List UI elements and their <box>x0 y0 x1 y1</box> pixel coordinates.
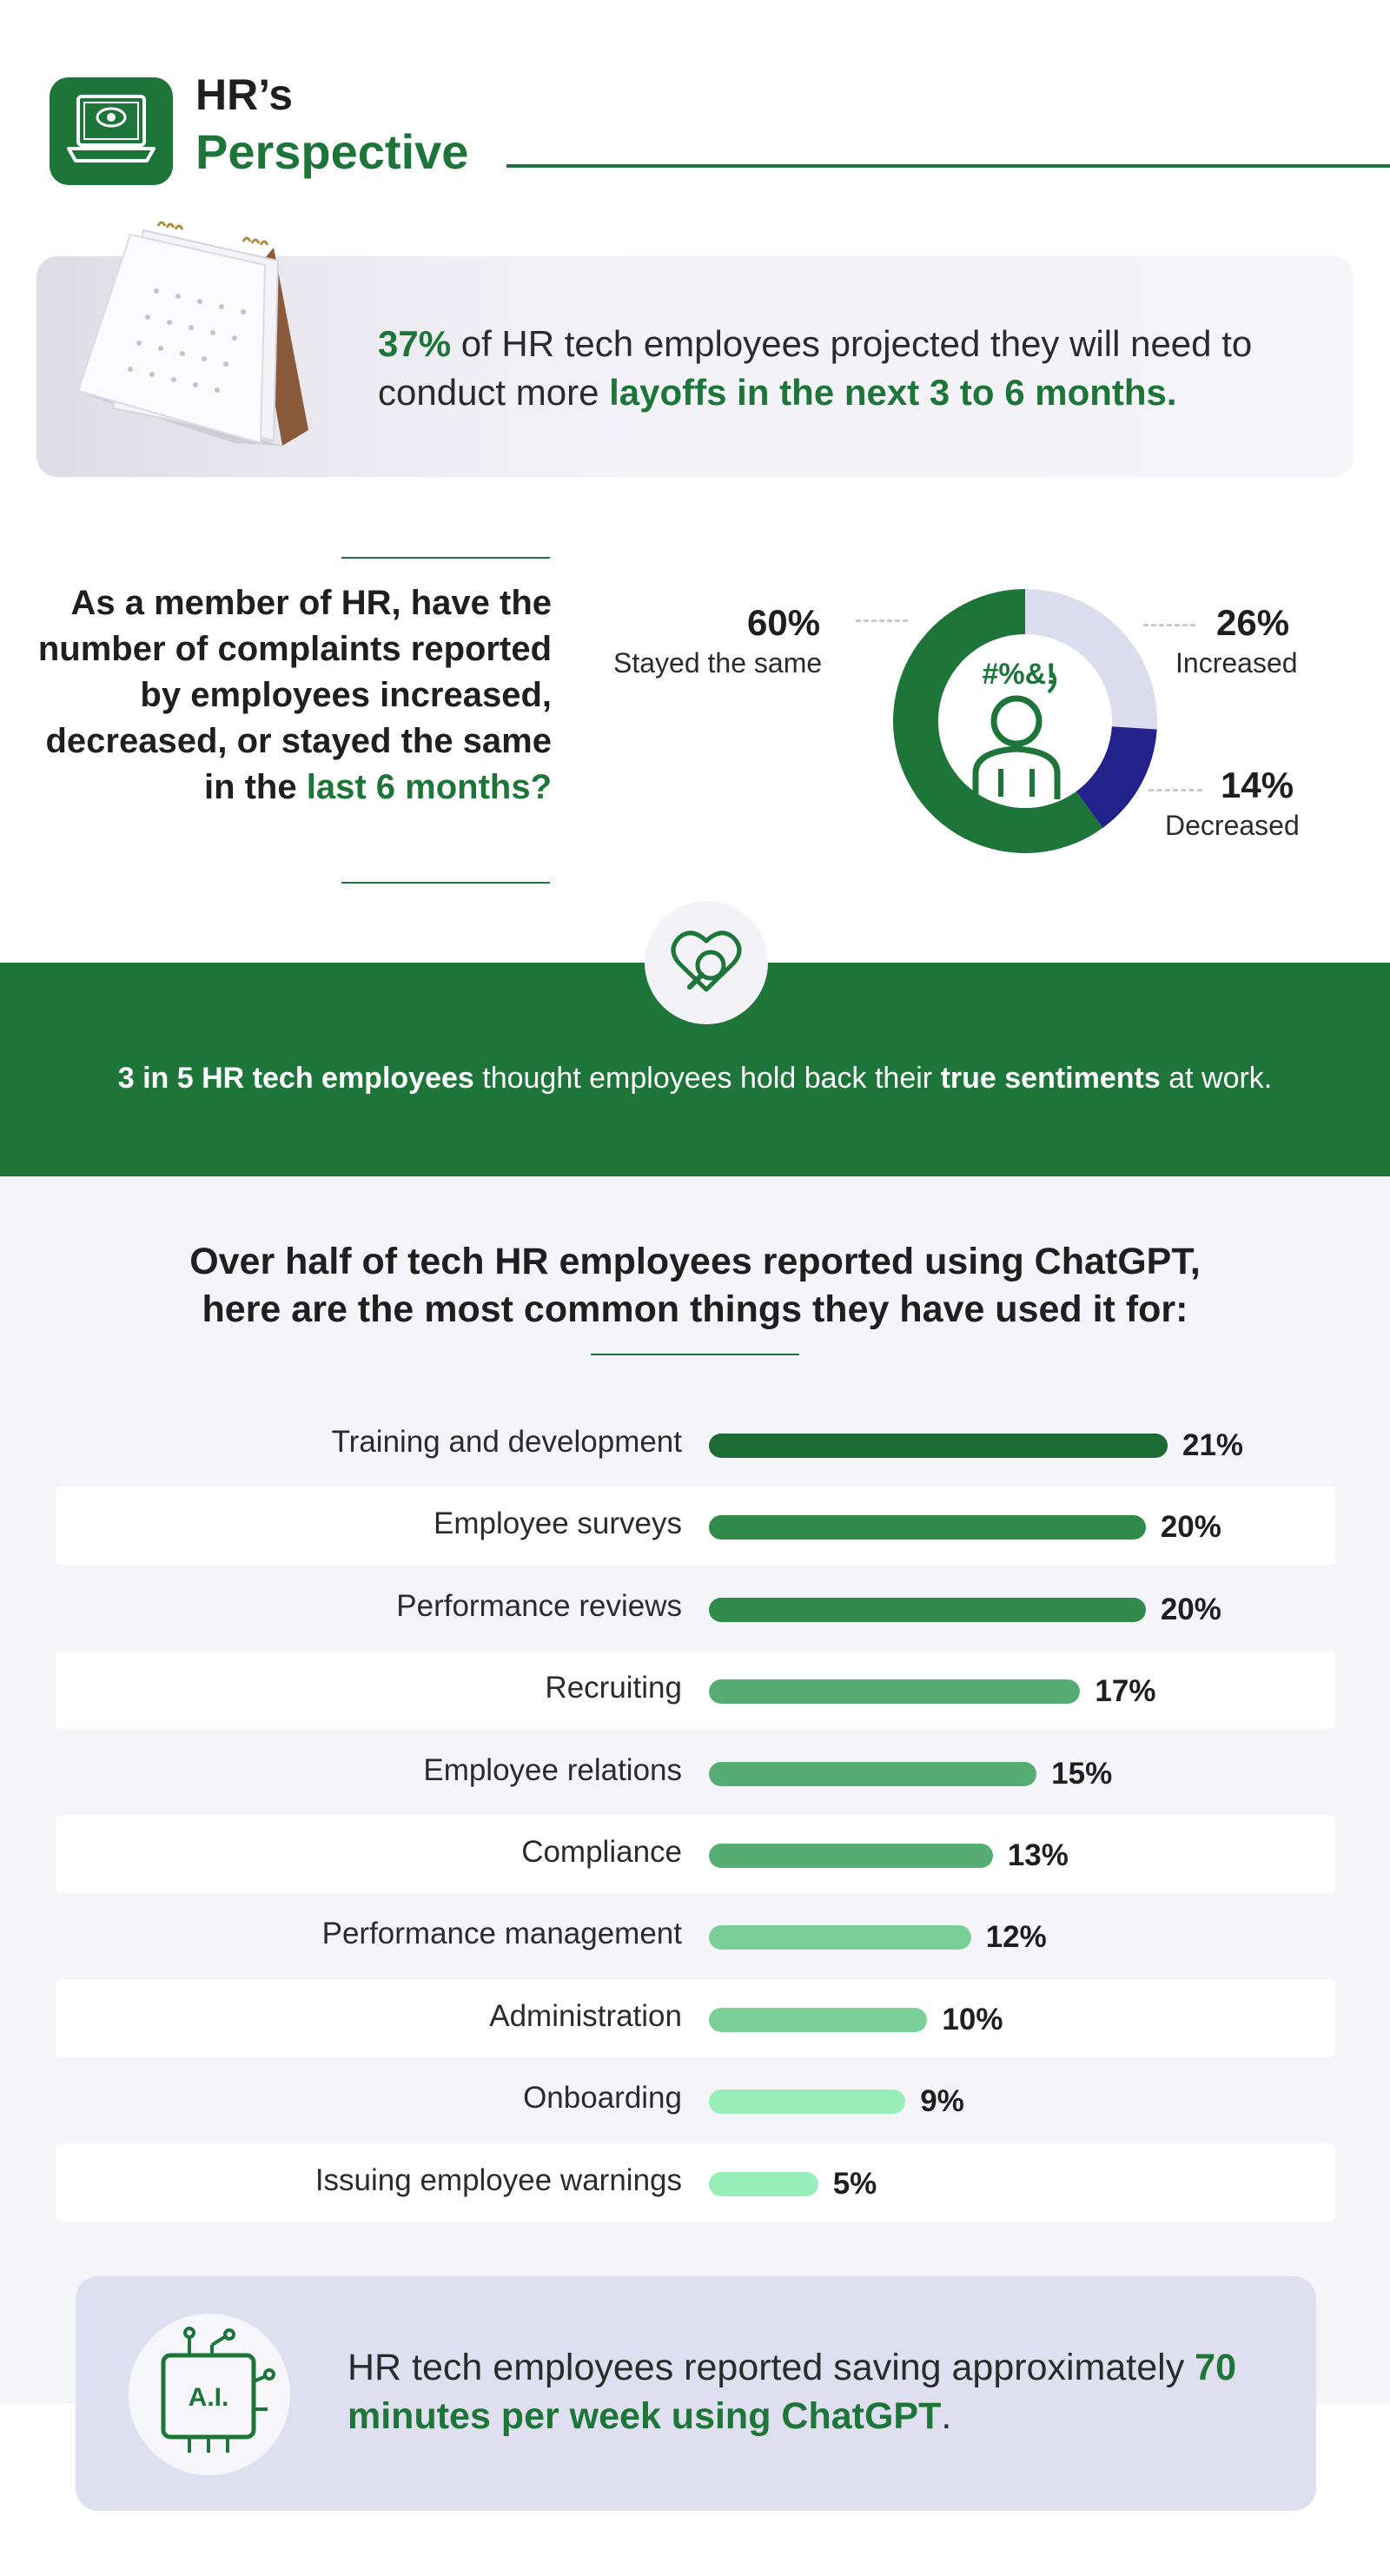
calendar-icon <box>76 221 308 446</box>
page-title-line2: Perspective <box>195 124 469 179</box>
ai-chip-icon: A.I. <box>161 2327 275 2453</box>
bar <box>709 2089 906 2115</box>
donut-hole <box>938 634 1112 808</box>
bar-label: Issuing employee warnings <box>314 2162 682 2197</box>
time-saved-highlight: 70 minutes per week using ChatGPT <box>348 2347 1236 2437</box>
laptop-eye-logo <box>50 77 173 185</box>
bar <box>709 1844 993 1868</box>
bar-value-label: 10% <box>942 2002 1003 2036</box>
bar-value-label: 20% <box>1160 1510 1221 1545</box>
bar <box>709 1679 1081 1705</box>
bar-label: Recruiting <box>545 1671 682 1705</box>
layoffs-text: of HR tech employees projected they will… <box>378 323 1253 413</box>
chatgpt-title-line1: Over half of tech HR employees reported … <box>189 1241 1201 1282</box>
layoffs-stat: 37% <box>378 323 452 364</box>
bar-value-label: 20% <box>1160 1592 1221 1626</box>
slice-label-increased-pct: 26% <box>1216 602 1290 643</box>
bar-value-label: 15% <box>1051 1756 1113 1791</box>
time-saved-text-c: . <box>941 2395 952 2437</box>
time-saved-text-a: HR tech employees reported saving approx… <box>348 2347 1195 2388</box>
row-band <box>56 2142 1335 2222</box>
bar <box>709 2171 818 2196</box>
slice-leader-stayed <box>856 619 908 622</box>
chatgpt-title-rule <box>591 1354 799 1355</box>
bar-value-label: 12% <box>985 1920 1047 1955</box>
bar <box>709 1434 1168 1458</box>
row-band <box>56 1978 1335 2057</box>
question-highlight: last 6 months? <box>306 768 552 806</box>
bar <box>709 1925 971 1950</box>
banner-icon-badge <box>645 901 768 1024</box>
bar-label: Performance reviews <box>396 1588 682 1623</box>
complaints-question: As a member of HR, have the number of co… <box>35 580 552 811</box>
slice-label-decreased-pct: 14% <box>1221 765 1294 805</box>
slice-label-stayed-pct: 60% <box>747 602 821 643</box>
bar <box>709 1515 1146 1540</box>
layoffs-highlight: layoffs in the next 3 to 6 months. <box>609 372 1177 413</box>
bar-label: Onboarding <box>523 2081 682 2116</box>
bar <box>709 1761 1037 1786</box>
time-saved-statement: HR tech employees reported saving approx… <box>348 2343 1303 2440</box>
bar-value-label: 13% <box>1007 1838 1069 1872</box>
sentiment-statement: 3 in 5 HR tech employees thought employe… <box>0 1062 1390 1096</box>
row-band <box>56 1651 1335 1730</box>
slice-leader-decreased <box>1148 789 1202 791</box>
bar-value-label: 5% <box>832 2166 877 2201</box>
bar-label: Compliance <box>521 1835 682 1869</box>
page-title-line1: HR’s <box>195 70 294 119</box>
bar <box>709 2007 928 2032</box>
banner-text-b: at work. <box>1160 1062 1273 1095</box>
chatgpt-title: Over half of tech HR employees reported … <box>0 1238 1390 1334</box>
bar-label: Training and development <box>331 1425 682 1459</box>
slice-label-stayed: Stayed the same <box>613 647 823 679</box>
bar-value-label: 17% <box>1095 1674 1156 1709</box>
bar-label: Administration <box>489 1998 682 2033</box>
complaints-donut-chart: #%&! <box>893 589 1157 853</box>
banner-bold-b: true sentiments <box>940 1062 1161 1095</box>
donut-icon-text: #%&! <box>982 658 1056 691</box>
slice-label-increased: Increased <box>1175 647 1298 679</box>
frustrated-person-icon: #%&! <box>972 658 1061 799</box>
banner-bold-a: 3 in 5 HR tech employees <box>117 1062 474 1095</box>
chatgpt-title-line2: here are the most common things they hav… <box>202 1288 1188 1330</box>
slice-label-decreased: Decreased <box>1165 810 1300 841</box>
ai-chip-badge: A.I. <box>129 2314 290 2475</box>
ai-chip-text: A.I. <box>189 2383 229 2412</box>
question-bottom-rule <box>341 882 550 884</box>
title-divider <box>506 164 1390 168</box>
heart-search-icon <box>671 930 742 992</box>
layoffs-statement: 37% of HR tech employees projected they … <box>378 320 1342 417</box>
bar-label: Performance management <box>321 1917 682 1951</box>
slice-leader-increased <box>1143 624 1195 626</box>
question-text: As a member of HR, have the number of co… <box>37 584 552 806</box>
banner-text-a: thought employees hold back their <box>473 1062 941 1095</box>
bar-value-label: 9% <box>920 2084 964 2119</box>
bar-label: Employee relations <box>423 1752 682 1787</box>
bar-label: Employee surveys <box>434 1507 682 1541</box>
question-top-rule <box>341 557 550 559</box>
row-band <box>56 1815 1335 1893</box>
bar <box>709 1597 1146 1622</box>
laptop-eye-icon <box>67 95 156 162</box>
bar-value-label: 21% <box>1182 1428 1244 1462</box>
